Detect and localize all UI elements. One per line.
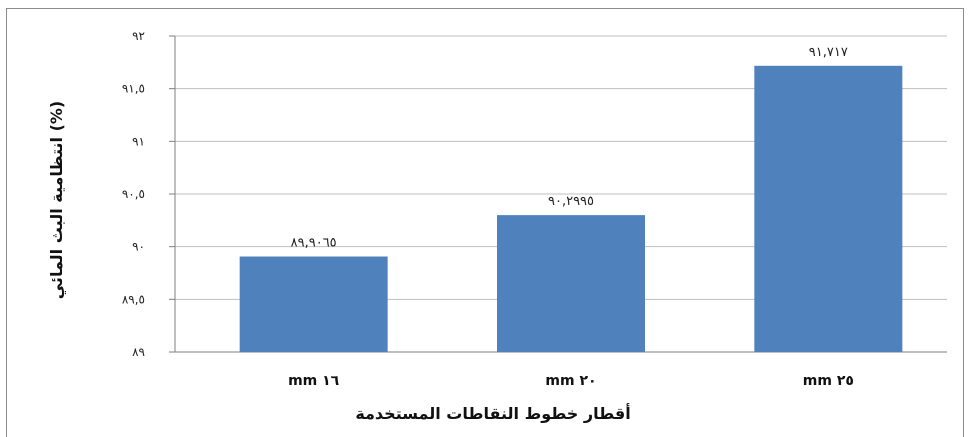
bar [239, 256, 388, 352]
y-tick-label: ٨٩ [132, 345, 145, 359]
bar [497, 215, 645, 352]
bars [239, 65, 903, 353]
y-tick-label: ٩٠ [132, 240, 145, 254]
y-tick-label: ٨٩,٥ [122, 292, 145, 306]
bar-data-label: ٩١,٧١٧ [809, 45, 848, 60]
category-label: mm ٢٥ [803, 373, 854, 389]
bar-data-label: ٨٩,٩٠٦٥ [291, 236, 337, 251]
y-tick-label: ٩٠,٥ [122, 187, 145, 201]
y-tick-label: ٩٢ [132, 29, 145, 43]
y-tick-labels: ٨٩ ٨٩,٥ ٩٠ ٩٠,٥ ٩١ ٩١,٥ ٩٢ [122, 29, 145, 359]
chart-frame [6, 8, 964, 437]
x-category-labels: mm ١٦ mm ٢٠ mm ٢٥ [288, 373, 854, 389]
bar-data-label: ٩٠,٢٩٩٥ [548, 194, 594, 209]
x-axis-title: أقطار خطوط النقاطات المستخدمة [355, 403, 630, 423]
data-labels: ٨٩,٩٠٦٥ ٩٠,٢٩٩٥ ٩١,٧١٧ [291, 45, 848, 251]
y-axis-title: انتظامية البث المائي (%) [47, 101, 67, 300]
y-tick-label: ٩١ [132, 134, 145, 148]
category-label: mm ٢٠ [545, 373, 596, 389]
bar [754, 65, 903, 353]
category-label: mm ١٦ [288, 373, 340, 389]
y-tick-label: ٩١,٥ [122, 82, 145, 96]
